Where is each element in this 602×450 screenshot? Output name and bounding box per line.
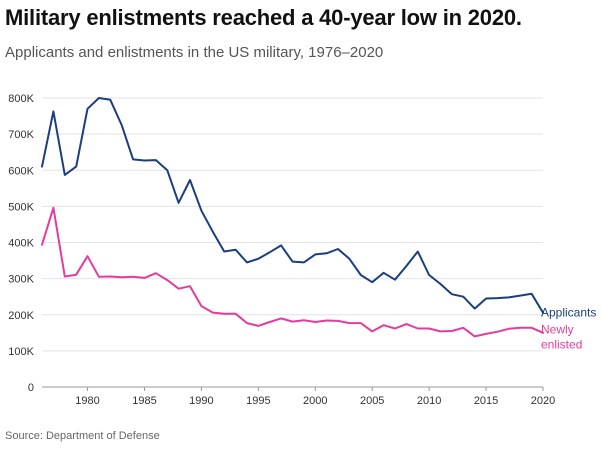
y-tick-label: 0 (28, 382, 34, 394)
y-tick-label: 800K (8, 93, 34, 105)
x-tick-label: 2015 (474, 395, 498, 407)
x-tick-label: 1980 (75, 395, 99, 407)
series-label: Applicants (541, 306, 596, 320)
y-tick-label: 400K (8, 238, 34, 250)
series-lines (41, 97, 544, 338)
y-tick-label: 700K (8, 129, 34, 141)
x-tick-label: 1985 (132, 395, 156, 407)
x-axis: 1980 1985 1990 1995 2000 2005 2010 2015 2020 (75, 387, 555, 407)
x-tick-label: 2020 (531, 395, 555, 407)
x-tick-label: 1995 (246, 395, 270, 407)
y-tick-label: 100K (8, 346, 34, 358)
series-line-applicants (41, 97, 544, 314)
y-axis: 0 100K 200K 300K 400K 500K 600K 700K 800K (8, 93, 34, 394)
x-tick-label: 2010 (417, 395, 441, 407)
series-label: enlisted (541, 337, 582, 351)
x-tick-label: 2000 (303, 395, 327, 407)
gridlines (42, 97, 543, 388)
y-tick-label: 200K (8, 310, 34, 322)
series-label: Newly (541, 322, 574, 336)
chart-title: Military enlistments reached a 40-year l… (5, 5, 522, 30)
series-line-newly-enlisted (41, 206, 544, 338)
x-tick-label: 1990 (189, 395, 213, 407)
chart-subtitle: Applicants and enlistments in the US mil… (5, 44, 384, 61)
source-note: Source: Department of Defense (5, 430, 160, 442)
y-tick-label: 500K (8, 201, 34, 213)
y-tick-label: 600K (8, 165, 34, 177)
y-tick-label: 300K (8, 274, 34, 286)
x-tick-label: 2005 (360, 395, 384, 407)
